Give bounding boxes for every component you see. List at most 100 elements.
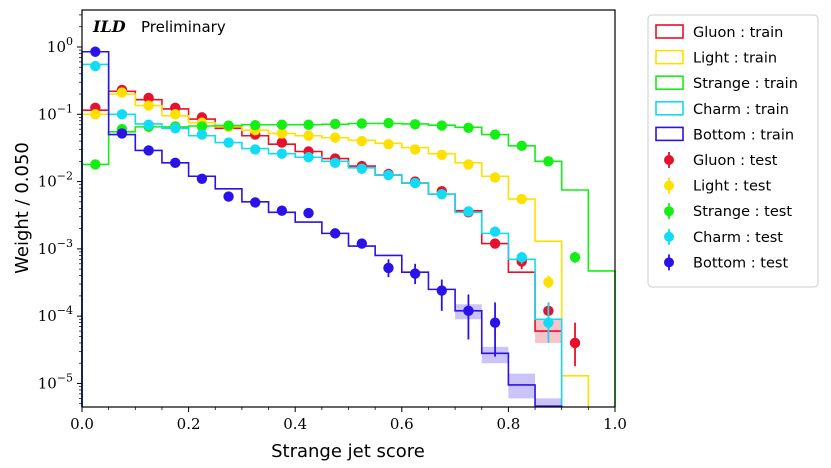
legend-swatch-gluon-train bbox=[655, 24, 684, 39]
test-point-strange bbox=[223, 120, 234, 131]
legend-label-charm-test: Charm : test bbox=[693, 230, 783, 246]
x-axis-label: Strange jet score bbox=[271, 441, 425, 462]
legend-marker-strange-test bbox=[664, 206, 674, 217]
y-axis-ticks: 100 10−1 10−2 10−3 10−4 10−5 bbox=[38, 14, 82, 405]
test-point-charm bbox=[170, 123, 181, 134]
test-point-bottom bbox=[196, 173, 208, 184]
legend-swatch-bottom-train bbox=[655, 126, 684, 142]
legend-marker-gluon-test bbox=[664, 155, 674, 165]
test-point-charm bbox=[196, 129, 208, 140]
uncertainty-bands bbox=[455, 304, 562, 407]
test-point-charm bbox=[90, 60, 101, 72]
legend-label-bottom-test: Bottom : test bbox=[693, 255, 788, 271]
legend-marker-charm-test bbox=[664, 231, 674, 242]
test-point-charm bbox=[436, 188, 447, 200]
test-point-bottom bbox=[463, 305, 474, 317]
test-point-bottom bbox=[223, 191, 234, 202]
test-point-bottom bbox=[383, 262, 394, 274]
status-label: Preliminary bbox=[141, 18, 226, 36]
x-tick-label: 1.0 bbox=[603, 415, 627, 433]
test-point-charm bbox=[329, 157, 341, 169]
test-point-light bbox=[170, 109, 181, 120]
legend-marker-bottom-test bbox=[664, 257, 674, 268]
test-point-charm bbox=[143, 119, 154, 130]
test-point-light bbox=[436, 149, 447, 161]
legend-label-gluon-test: Gluon : test bbox=[693, 153, 778, 169]
legend-label-strange-test: Strange : test bbox=[693, 204, 792, 220]
test-point-gluon bbox=[276, 137, 288, 148]
test-point-strange bbox=[463, 122, 474, 133]
test-point-light bbox=[329, 132, 341, 143]
x-tick-label: 0.0 bbox=[70, 415, 94, 433]
test-point-gluon bbox=[569, 337, 581, 349]
y-tick-label: 10−1 bbox=[38, 102, 73, 123]
test-point-strange bbox=[90, 159, 101, 170]
test-point-charm bbox=[516, 252, 527, 263]
x-tick-label: 0.6 bbox=[390, 415, 414, 433]
test-point-gluon bbox=[489, 238, 501, 249]
test-point-bottom bbox=[90, 46, 101, 57]
legend-label-strange-train: Strange : train bbox=[693, 76, 798, 92]
test-point-charm bbox=[489, 226, 501, 237]
y-tick-label: 10−3 bbox=[38, 237, 73, 258]
test-point-bottom bbox=[170, 157, 181, 169]
test-point-light bbox=[116, 87, 128, 98]
test-point-charm bbox=[356, 163, 368, 174]
x-tick-label: 0.2 bbox=[177, 415, 201, 433]
test-point-strange bbox=[436, 120, 447, 131]
y-axis-label: Weight / 0.050 bbox=[12, 142, 33, 274]
test-point-light bbox=[543, 276, 554, 288]
legend: Gluon : train Light : train Strange : trai… bbox=[647, 14, 819, 288]
test-point-charm bbox=[463, 206, 474, 217]
test-point-strange bbox=[543, 156, 554, 167]
test-point-strange bbox=[383, 117, 394, 129]
test-point-bottom bbox=[436, 285, 447, 296]
legend-label-bottom-train: Bottom : train bbox=[693, 127, 794, 143]
train-step-charm bbox=[81, 63, 563, 407]
test-point-bottom bbox=[489, 317, 501, 328]
test-point-bottom bbox=[116, 128, 128, 139]
test-point-charm bbox=[276, 148, 288, 159]
y-tick-label: 10−2 bbox=[38, 170, 73, 191]
test-point-strange bbox=[329, 118, 341, 130]
test-point-strange bbox=[516, 140, 527, 152]
test-point-strange bbox=[303, 119, 314, 130]
test-point-light bbox=[463, 159, 474, 170]
test-point-charm bbox=[409, 177, 421, 189]
x-tick-label: 0.8 bbox=[496, 415, 520, 433]
test-point-strange bbox=[250, 119, 261, 131]
y-tick-label: 100 bbox=[47, 35, 73, 56]
legend-swatch-light-train bbox=[655, 49, 684, 65]
test-point-charm bbox=[383, 169, 394, 181]
test-point-light bbox=[489, 172, 501, 183]
test-point-light bbox=[303, 130, 314, 141]
test-point-charm bbox=[543, 317, 554, 328]
legend-label-charm-train: Charm : train bbox=[693, 102, 789, 118]
x-tick-label: 0.4 bbox=[283, 415, 307, 433]
legend-marker-light-test bbox=[664, 180, 674, 191]
test-point-strange bbox=[356, 118, 368, 129]
test-point-light bbox=[143, 100, 154, 111]
train-step-gluon bbox=[81, 90, 563, 407]
x-axis-ticks: 0.0 0.2 0.4 0.6 0.8 1.0 bbox=[70, 407, 627, 433]
uncertainty-band bbox=[508, 373, 536, 399]
test-point-bottom bbox=[143, 145, 154, 156]
test-point-gluon bbox=[143, 92, 154, 104]
legend-swatch-charm-train bbox=[655, 101, 684, 116]
test-point-strange bbox=[276, 119, 288, 130]
legend-label-gluon-train: Gluon : train bbox=[693, 25, 783, 41]
test-point-bottom bbox=[329, 228, 341, 239]
train-step-bottom bbox=[81, 50, 563, 407]
train-histograms bbox=[81, 50, 616, 407]
legend-frame bbox=[647, 14, 819, 288]
test-point-light bbox=[516, 193, 527, 205]
test-point-light bbox=[409, 144, 421, 155]
test-point-strange bbox=[196, 121, 208, 132]
test-point-light bbox=[276, 128, 288, 139]
test-point-bottom bbox=[356, 238, 368, 249]
legend-label-light-test: Light : test bbox=[693, 179, 771, 195]
y-tick-label: 10−4 bbox=[38, 304, 73, 325]
test-point-light bbox=[90, 109, 101, 120]
legend-swatch-strange-train bbox=[655, 75, 684, 90]
